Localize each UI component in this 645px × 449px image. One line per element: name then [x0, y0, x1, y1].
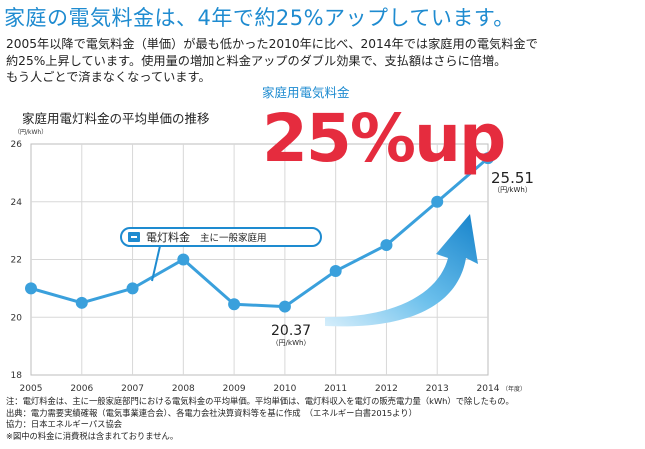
- data-point: [329, 265, 342, 278]
- data-point: [25, 282, 37, 295]
- x-tick-label: 2014: [477, 384, 500, 394]
- max-value-annotation: 25.51 （円/kWh）: [491, 170, 534, 195]
- increase-percentage: 25%up: [262, 100, 506, 177]
- max-value: 25.51: [491, 169, 534, 187]
- x-tick-label: 2010: [273, 384, 296, 394]
- series: [25, 152, 494, 313]
- data-point: [278, 300, 291, 313]
- y-tick-label: 26: [11, 140, 23, 150]
- data-point: [177, 253, 190, 266]
- min-value: 20.37: [271, 323, 312, 339]
- data-point: [228, 298, 241, 311]
- x-tick-label: 2006: [70, 384, 93, 394]
- data-point: [380, 239, 393, 252]
- legend-series-name: 電灯料金: [146, 231, 190, 244]
- series-line: [30, 157, 489, 309]
- x-tick-label: 2008: [172, 384, 195, 394]
- min-value-unit: （円/kWh）: [271, 339, 311, 347]
- min-value-annotation: 20.37 （円/kWh）: [271, 323, 311, 348]
- legend-pointer: [151, 245, 161, 282]
- y-tick-label: 20: [11, 313, 23, 323]
- footnotes: 注：電灯料金は、主に一般家庭部門における電気料金の平均単価。平均単価は、電灯料収…: [6, 396, 514, 442]
- intro-line-3: もう人ごとで済まなくなっています。: [6, 70, 211, 84]
- growth-arrow-icon: [325, 214, 478, 327]
- lamp-icon: [128, 232, 140, 242]
- x-tick-label: 2007: [121, 384, 144, 394]
- y-tick-label: 18: [11, 371, 23, 381]
- x-tick-label: 2005: [20, 384, 43, 394]
- x-tick-label: 2009: [223, 384, 246, 394]
- x-axis-unit: （年度）: [502, 386, 527, 393]
- chart-title: 家庭用電灯料金の平均単価の推移: [22, 111, 210, 126]
- data-point: [126, 282, 139, 295]
- footnote-3: 協力：日本エネルギーパス協会: [6, 419, 123, 429]
- intro-text: 2005年以降で電気料金（単価）が最も低かった2010年に比べ、2014年では家…: [6, 36, 538, 86]
- data-point: [75, 296, 88, 309]
- max-value-unit: （円/kWh）: [493, 186, 532, 194]
- x-tick-label: 2012: [375, 384, 398, 394]
- legend: 電灯料金 主に一般家庭用: [120, 227, 322, 247]
- footnote-1: 注：電灯料金は、主に一般家庭部門における電気料金の平均単価。平均単価は、電灯料収…: [6, 396, 514, 406]
- x-tick-label: 2011: [324, 384, 347, 394]
- axis-ticks: 18 20 22 24 26 2005 2006 2007 2008 2009 2010 2011 20…: [11, 140, 500, 394]
- legend-scope: 主に一般家庭用: [200, 233, 267, 244]
- intro-line-2: 約25%上昇しています。使用量の増加と料金アップのダブル効果で、支払額はさらに倍…: [6, 53, 507, 68]
- y-tick-label: 24: [11, 198, 23, 208]
- y-axis-unit: （円/kWh）: [14, 129, 48, 136]
- footnote-4: ※図中の料金に消費税は含まれておりません。: [6, 430, 179, 441]
- x-tick-label: 2013: [426, 384, 449, 394]
- grid: [30, 143, 489, 376]
- data-point: [431, 195, 444, 208]
- data-point: [482, 152, 494, 165]
- footnote-2: 出典：電力需要実績確報（電気事業連合会）、各電力会社決算資料等を基に作成 （エネ…: [6, 407, 417, 418]
- y-tick-label: 22: [11, 256, 22, 266]
- intro-line-1: 2005年以降で電気料金（単価）が最も低かった2010年に比べ、2014年では家…: [6, 37, 538, 51]
- headline: 家庭の電気料金は、4年で約25%アップしています。: [4, 6, 515, 30]
- sub-label: 家庭用電気料金: [262, 85, 350, 100]
